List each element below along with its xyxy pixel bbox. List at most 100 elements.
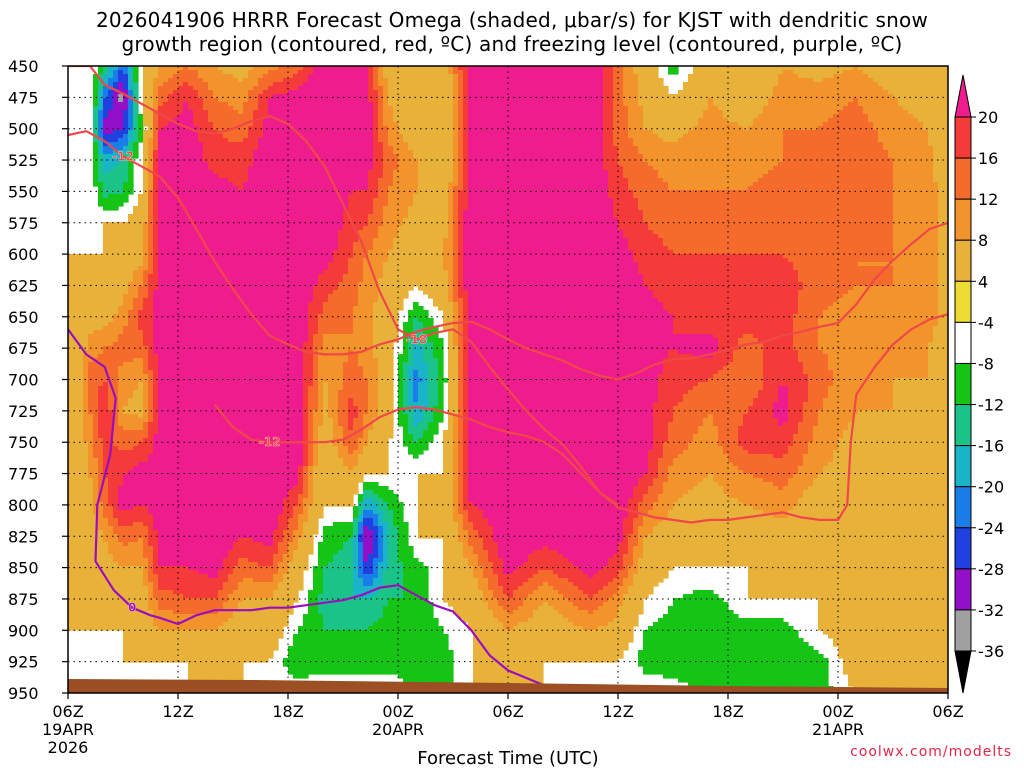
omega-cell — [103, 294, 109, 299]
omega-cell — [198, 90, 204, 95]
omega-cell — [108, 458, 114, 463]
omega-cell — [143, 238, 149, 243]
omega-cell — [83, 302, 89, 307]
omega-cell — [163, 550, 169, 555]
omega-cell — [68, 266, 74, 271]
omega-cell — [213, 466, 219, 471]
omega-cell — [218, 98, 224, 103]
omega-cell — [123, 334, 129, 339]
omega-cell — [133, 242, 139, 247]
omega-cell — [133, 622, 139, 627]
omega-cell — [163, 654, 169, 659]
omega-cell — [153, 490, 159, 495]
omega-cell — [93, 142, 99, 147]
omega-cell — [83, 506, 89, 511]
omega-cell — [188, 182, 194, 187]
omega-cell — [183, 346, 189, 351]
omega-cell — [123, 106, 129, 111]
omega-cell — [228, 562, 234, 567]
omega-cell — [223, 78, 229, 83]
omega-cell — [123, 610, 129, 615]
omega-cell — [218, 246, 224, 251]
omega-cell — [108, 102, 114, 107]
omega-cell — [158, 170, 164, 175]
omega-cell — [68, 490, 74, 495]
omega-cell — [183, 434, 189, 439]
omega-cell — [228, 614, 234, 619]
omega-cell — [218, 386, 224, 391]
omega-cell — [123, 234, 129, 239]
omega-cell — [208, 94, 214, 99]
omega-cell — [183, 114, 189, 119]
omega-cell — [178, 654, 184, 659]
omega-cell — [133, 550, 139, 555]
omega-cell — [78, 430, 84, 435]
omega-cell — [168, 286, 174, 291]
omega-cell — [118, 182, 124, 187]
omega-cell — [178, 330, 184, 335]
omega-cell — [198, 182, 204, 187]
omega-cell — [198, 618, 204, 623]
omega-cell — [238, 586, 244, 591]
omega-cell — [118, 542, 124, 547]
omega-cell — [108, 590, 114, 595]
omega-cell — [103, 190, 109, 195]
omega-cell — [113, 482, 119, 487]
omega-cell — [183, 386, 189, 391]
omega-cell — [113, 542, 119, 547]
omega-cell — [238, 266, 244, 271]
omega-cell — [73, 614, 79, 619]
omega-cell — [193, 82, 199, 87]
omega-cell — [123, 254, 129, 259]
omega-cell — [183, 134, 189, 139]
omega-cell — [188, 258, 194, 263]
omega-cell — [143, 186, 149, 191]
omega-cell — [133, 326, 139, 331]
omega-cell — [233, 630, 239, 635]
omega-cell — [193, 654, 199, 659]
omega-cell — [78, 266, 84, 271]
omega-cell — [148, 622, 154, 627]
omega-cell — [223, 466, 229, 471]
omega-cell — [183, 498, 189, 503]
omega-cell — [198, 426, 204, 431]
omega-cell — [108, 614, 114, 619]
omega-cell — [123, 538, 129, 543]
omega-cell — [188, 642, 194, 647]
omega-cell — [228, 86, 234, 91]
omega-cell — [108, 410, 114, 415]
omega-cell — [213, 634, 219, 639]
omega-cell — [223, 134, 229, 139]
omega-cell — [123, 566, 129, 571]
omega-cell — [78, 618, 84, 623]
omega-cell — [203, 462, 209, 467]
omega-cell — [133, 430, 139, 435]
omega-cell — [163, 610, 169, 615]
omega-cell — [238, 314, 244, 319]
omega-cell — [228, 238, 234, 243]
omega-cell — [198, 658, 204, 663]
omega-cell — [78, 574, 84, 579]
omega-cell — [193, 182, 199, 187]
omega-cell — [163, 310, 169, 315]
omega-cell — [238, 490, 244, 495]
omega-cell — [118, 606, 124, 611]
omega-cell — [188, 318, 194, 323]
omega-cell — [93, 514, 99, 519]
omega-cell — [198, 174, 204, 179]
omega-cell — [153, 202, 159, 207]
omega-cell — [203, 398, 209, 403]
omega-cell — [133, 246, 139, 251]
omega-cell — [98, 578, 104, 583]
omega-cell — [123, 306, 129, 311]
omega-cell — [183, 186, 189, 191]
omega-cell — [163, 214, 169, 219]
omega-cell — [98, 418, 104, 423]
omega-cell — [228, 342, 234, 347]
omega-cell — [128, 430, 134, 435]
omega-cell — [158, 422, 164, 427]
omega-cell — [183, 574, 189, 579]
omega-cell — [83, 602, 89, 607]
omega-cell — [93, 510, 99, 515]
omega-cell — [138, 462, 144, 467]
